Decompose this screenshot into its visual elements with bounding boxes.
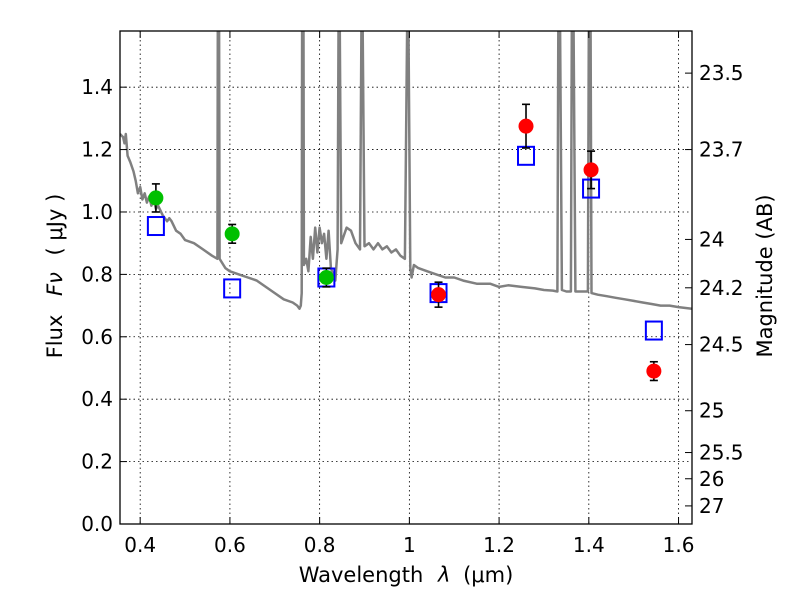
red-data-point <box>583 162 599 178</box>
x-tick-label: 1.2 <box>483 533 515 557</box>
spectrum-line <box>120 31 692 310</box>
ticks: 0.4 0.6 0.8 1 1.2 1.4 1.6 0.0 0.2 0.4 0.6 0.8 1.0 1.2… <box>81 31 744 557</box>
red-data-point <box>646 363 662 379</box>
y2-tick-label: 25 <box>699 399 724 423</box>
y-tick-label: 0.0 <box>81 512 113 536</box>
y-tick-label: 0.4 <box>81 387 113 411</box>
x-tick-label: 0.8 <box>304 533 336 557</box>
green-data-point <box>318 270 334 285</box>
axes-frame <box>119 30 693 525</box>
green-data-point <box>224 226 240 242</box>
y-tick-label: 1.4 <box>81 75 113 99</box>
plot-area <box>120 31 692 382</box>
y2-tick-label: 24.5 <box>699 333 744 357</box>
green-data-point <box>148 190 164 206</box>
y2-tick-label: 23.7 <box>699 138 744 162</box>
x-axis-label: Wavelength λ (μm) <box>299 563 514 587</box>
x-tick-label: 1.6 <box>663 533 695 557</box>
model-square-marker <box>223 278 242 299</box>
y-tick-label: 0.2 <box>81 450 113 474</box>
model-square-marker <box>644 320 663 341</box>
y2-tick-label: 27 <box>699 494 724 518</box>
y-tick-label: 0.6 <box>81 325 113 349</box>
y-axis-label: Flux Fν ( μJy ) <box>43 194 67 359</box>
x-tick-label: 0.4 <box>124 533 156 557</box>
y-tick-label: 0.8 <box>81 262 113 286</box>
y2-tick-label: 23.5 <box>699 61 744 85</box>
y2-axis-label: Magnitude (AB) <box>753 194 777 357</box>
x-tick-label: 1.4 <box>573 533 605 557</box>
y2-tick-label: 25.5 <box>699 441 744 465</box>
red-data-point <box>431 287 447 303</box>
model-square-marker <box>146 216 165 237</box>
y2-tick-label: 24.2 <box>699 276 744 300</box>
y-tick-label: 1.0 <box>81 200 113 224</box>
y-tick-label: 1.2 <box>81 138 113 162</box>
red-data-point <box>518 118 534 134</box>
y2-tick-label: 24 <box>699 227 724 251</box>
y2-tick-label: 26 <box>699 467 724 491</box>
x-tick-label: 0.6 <box>214 533 246 557</box>
x-tick-label: 1 <box>403 533 416 557</box>
